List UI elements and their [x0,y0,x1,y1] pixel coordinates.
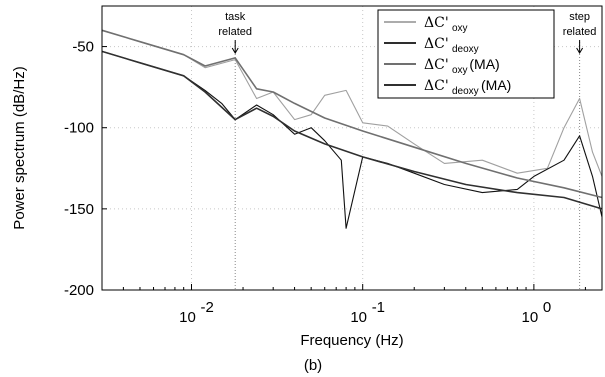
x-axis-title: Frequency (Hz) [300,332,403,349]
legend-label: ΔC' [424,78,449,94]
annotations: task related step related [218,11,597,54]
y-tick-label: -50 [72,39,94,56]
legend-suffix: (MA) [469,56,499,72]
x-tick-label: 10 [350,309,367,326]
y-tick-label: -200 [64,282,94,299]
legend-subscript: deoxy [452,44,479,55]
annotation-text: related [563,26,597,38]
y-tick-label: -150 [64,201,94,218]
annotation-text: step [569,11,590,23]
annotation-text: related [218,26,252,38]
legend-subscript: deoxy [452,86,479,97]
x-tick-exponent: 0 [543,299,551,316]
legend-subscript: oxy [452,23,468,34]
plot-frame [101,5,603,291]
legend-suffix: (MA) [481,77,511,93]
series-line [101,29,603,177]
annotation-text: task [225,11,246,23]
panel-label: (b) [304,357,322,374]
annotation-arrowhead [576,47,584,54]
legend-label: ΔC' [424,57,449,73]
x-tick-exponent: -2 [201,299,214,316]
legend-box [377,9,555,99]
y-axis-ticks: -50 -100 -150 -200 [64,39,107,299]
y-axis-title: Power spectrum (dB/Hz) [11,66,28,229]
annotation-arrowhead [231,47,239,54]
series-lines [101,29,603,229]
x-tick-label: 10 [179,309,196,326]
legend-label: ΔC' [424,15,449,31]
series-line [101,50,603,210]
legend-label: ΔC' [424,36,449,52]
x-tick-label: 10 [522,309,539,326]
y-tick-label: -100 [64,120,94,137]
x-tick-exponent: -1 [372,299,385,316]
series-line [101,29,603,199]
series-line [101,50,603,229]
legend-subscript: oxy [452,65,468,76]
